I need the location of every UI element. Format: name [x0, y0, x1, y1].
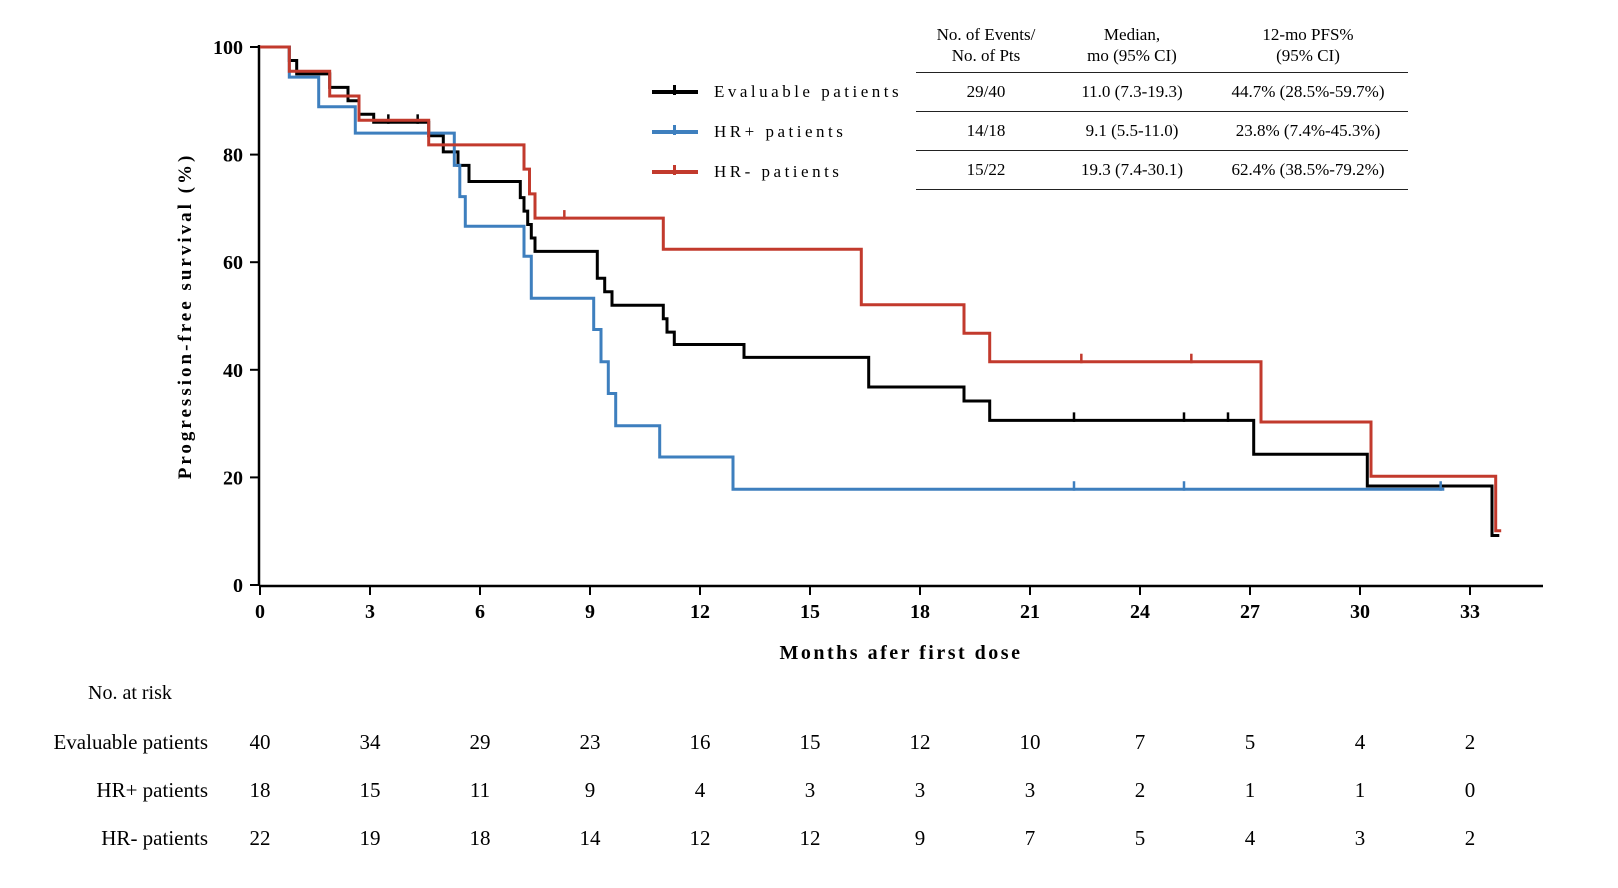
risk-value: 2: [1464, 826, 1476, 850]
legend-label-evaluable: Evaluable patients: [714, 82, 903, 101]
y-tick-label: 80: [223, 145, 243, 167]
risk-value: 34: [359, 730, 381, 754]
stats-header-line: (95% CI): [1276, 46, 1340, 66]
km-plot: 0 3 6 9 12 15 18 21 24 27 30 33 0 20 40 60 80 100: [213, 37, 1543, 623]
legend-item-hr-negative: HR- patients: [652, 152, 902, 192]
chart-legend: Evaluable patients HR+ patients HR- pati…: [652, 72, 902, 192]
x-axis-label: Months afer first dose: [779, 642, 1023, 664]
risk-value: 15: [359, 778, 381, 802]
x-tick-label: 21: [1020, 601, 1040, 623]
risk-value: 3: [1024, 778, 1036, 802]
risk-value: 3: [1354, 826, 1366, 850]
risk-value: 5: [1244, 730, 1256, 754]
x-tick-label: 24: [1130, 601, 1150, 623]
stats-header-median: Median, mo (95% CI): [1056, 22, 1208, 73]
stats-header-line: No. of Pts: [951, 46, 1021, 66]
km-curve-hr-negative: [260, 45, 1502, 533]
risk-value: 2: [1134, 778, 1146, 802]
x-tick-label: 9: [585, 601, 595, 623]
risk-row-label-hr-positive: HR+ patients: [96, 778, 208, 802]
censor-tick-icon: [673, 125, 676, 135]
risk-value: 0: [1464, 778, 1476, 802]
risk-value: 14: [579, 826, 601, 850]
stats-row0-median: 11.0 (7.3-19.3): [1056, 73, 1208, 112]
y-tick-label: 20: [223, 467, 243, 489]
stats-table: No. of Events/ No. of Pts Median, mo (95…: [916, 22, 1408, 190]
risk-value: 19: [359, 826, 381, 850]
risk-value: 11: [469, 778, 491, 802]
legend-label-hr-negative: HR- patients: [714, 162, 843, 181]
y-axis-label: Progression-free survival (%): [175, 152, 196, 480]
risk-value: 12: [799, 826, 821, 850]
x-tick-label: 12: [690, 601, 710, 623]
risk-value: 5: [1134, 826, 1146, 850]
stats-row1-median: 9.1 (5.5-11.0): [1056, 112, 1208, 151]
legend-swatch-evaluable: [652, 85, 698, 99]
risk-value: 18: [249, 778, 271, 802]
x-tick-label: 3: [365, 601, 375, 623]
legend-label-hr-positive: HR+ patients: [714, 122, 847, 141]
x-tick-label: 18: [910, 601, 930, 623]
x-tick-label: 6: [475, 601, 485, 623]
legend-item-evaluable: Evaluable patients: [652, 72, 902, 112]
stats-row1-pfs: 23.8% (7.4%-45.3%): [1208, 112, 1408, 151]
risk-value: 4: [1354, 730, 1366, 754]
risk-value: 16: [689, 730, 711, 754]
risk-table-title: No. at risk: [88, 682, 172, 704]
stats-grid: No. of Events/ No. of Pts Median, mo (95…: [916, 22, 1408, 190]
stats-row1-events: 14/18: [916, 112, 1056, 151]
risk-value: 4: [694, 778, 706, 802]
stats-row2-pfs: 62.4% (38.5%-79.2%): [1208, 151, 1408, 190]
stats-header-events: No. of Events/ No. of Pts: [916, 22, 1056, 73]
risk-value: 9: [584, 778, 596, 802]
stats-header-line: 12-mo PFS%: [1262, 25, 1354, 44]
y-tick-label: 40: [223, 360, 243, 382]
y-tick-label: 0: [233, 575, 243, 597]
risk-row-label-evaluable: Evaluable patients: [53, 730, 208, 754]
stats-header-pfs: 12-mo PFS% (95% CI): [1208, 22, 1408, 73]
risk-value: 18: [469, 826, 491, 850]
risk-value: 12: [909, 730, 931, 754]
stats-header-line: No. of Events/: [936, 25, 1036, 44]
risk-table: No. at risk Evaluable patients HR+ patie…: [0, 676, 1618, 888]
risk-value: 3: [804, 778, 816, 802]
risk-value: 40: [249, 730, 271, 754]
risk-value: 2: [1464, 730, 1476, 754]
legend-item-hr-positive: HR+ patients: [652, 112, 902, 152]
stats-row2-median: 19.3 (7.4-30.1): [1056, 151, 1208, 190]
risk-value: 10: [1019, 730, 1041, 754]
x-tick-label: 30: [1350, 601, 1370, 623]
stats-row0-events: 29/40: [916, 73, 1056, 112]
legend-swatch-hr-positive: [652, 125, 698, 139]
censor-tick-icon: [673, 165, 676, 175]
risk-value: 15: [799, 730, 821, 754]
risk-value: 22: [249, 826, 271, 850]
risk-value: 7: [1024, 826, 1036, 850]
stats-header-line: mo (95% CI): [1087, 46, 1177, 66]
y-tick-label: 60: [223, 252, 243, 274]
stats-header-line: Median,: [1103, 25, 1161, 44]
risk-row-label-hr-negative: HR- patients: [101, 826, 208, 850]
risk-value: 3: [914, 778, 926, 802]
risk-value: 4: [1244, 826, 1256, 850]
risk-value: 1: [1354, 778, 1366, 802]
risk-value: 9: [914, 826, 926, 850]
risk-value: 12: [689, 826, 711, 850]
risk-value: 23: [579, 730, 601, 754]
risk-value: 1: [1244, 778, 1256, 802]
stats-row2-events: 15/22: [916, 151, 1056, 190]
x-tick-label: 27: [1240, 601, 1260, 623]
x-tick-label: 33: [1460, 601, 1480, 623]
km-curve-hr-positive: [260, 45, 1445, 491]
risk-value: 7: [1134, 730, 1146, 754]
x-tick-label: 0: [255, 601, 265, 623]
stats-row0-pfs: 44.7% (28.5%-59.7%): [1208, 73, 1408, 112]
legend-swatch-hr-negative: [652, 165, 698, 179]
censor-tick-icon: [673, 85, 676, 95]
x-tick-label: 15: [800, 601, 820, 623]
y-tick-label: 100: [213, 37, 243, 59]
risk-value: 29: [469, 730, 491, 754]
